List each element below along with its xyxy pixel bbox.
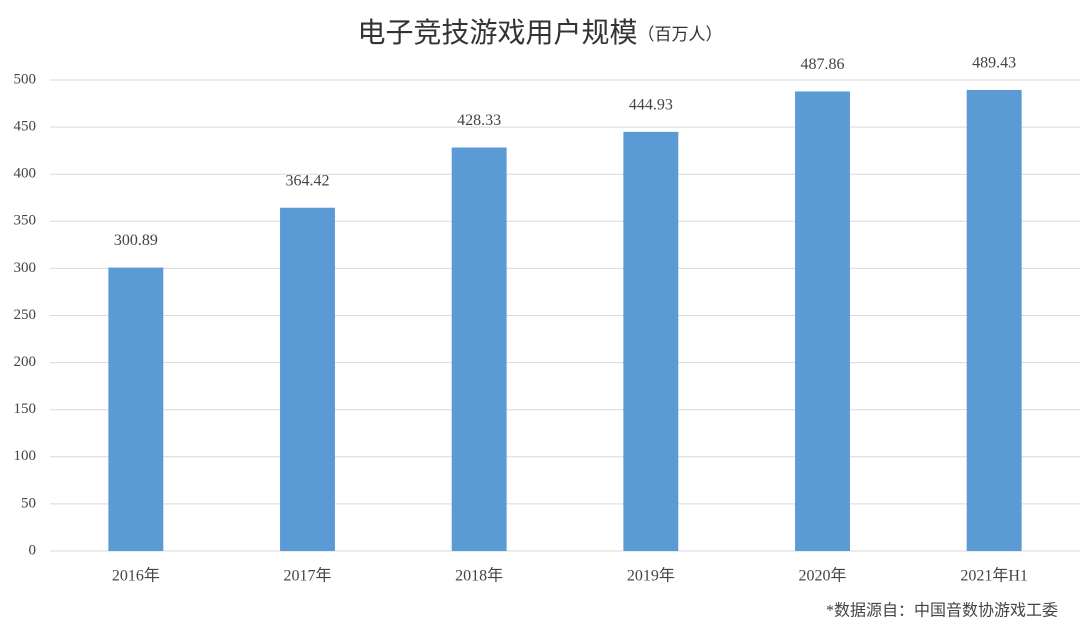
data-label: 444.93 (629, 97, 673, 114)
bar (966, 89, 1022, 551)
x-tick-label: 2018年 (455, 567, 503, 585)
chart-subtitle: （百万人） (638, 25, 723, 44)
bar (451, 147, 507, 552)
data-label: 489.43 (972, 55, 1016, 72)
data-label: 487.86 (801, 56, 845, 73)
y-tick-label: 150 (14, 401, 37, 417)
y-tick-label: 500 (14, 71, 37, 87)
y-tick-label: 300 (14, 260, 37, 276)
y-tick-label: 50 (21, 495, 36, 511)
bar (623, 131, 679, 551)
chart-title: 电子竞技游戏用户规模 (357, 17, 637, 49)
y-tick-label: 450 (14, 119, 37, 135)
bar (108, 267, 164, 551)
data-label: 300.89 (114, 232, 158, 249)
y-tick-label: 0 (29, 542, 37, 558)
y-tick-label: 400 (14, 166, 37, 182)
source-note: *数据源自：中国音数协游戏工委 (826, 602, 1058, 620)
chart-title-group: 电子竞技游戏用户规模（百万人） (357, 17, 722, 49)
x-tick-label: 2021年H1 (960, 567, 1028, 585)
y-tick-label: 350 (14, 213, 37, 229)
y-tick-label: 250 (14, 307, 37, 323)
bar (795, 91, 850, 551)
x-tick-label: 2019年 (627, 567, 675, 585)
y-tick-label: 100 (14, 448, 37, 464)
data-label: 428.33 (457, 112, 501, 129)
y-tick-label: 200 (14, 354, 37, 370)
x-tick-label: 2020年 (798, 567, 846, 585)
x-tick-label: 2016年 (112, 567, 160, 585)
bar (280, 207, 335, 551)
data-label: 364.42 (286, 172, 330, 189)
x-tick-label: 2017年 (283, 567, 331, 585)
